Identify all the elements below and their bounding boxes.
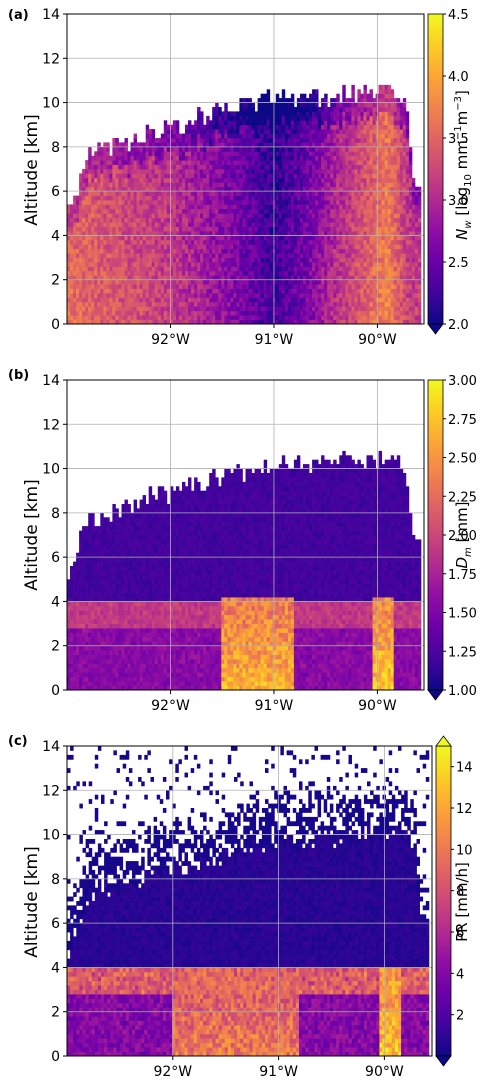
colorbar-tick-label: 1.50 [448, 607, 477, 622]
colorbar-tick-label: 2.00 [448, 529, 477, 544]
colorbar-tick-label: 3.5 [448, 132, 469, 147]
x-tick-label: 92°W [151, 332, 190, 348]
colorbar-tick-label: 1.75 [448, 568, 477, 583]
y-tick-label: 12 [42, 51, 60, 67]
y-tick-label: 6 [51, 916, 60, 932]
axes-frame [66, 379, 425, 691]
y-tick-label: 0 [51, 683, 60, 699]
colorbar-tick-label: 2 [456, 1009, 464, 1024]
y-tick-label: 8 [51, 140, 60, 156]
y-axis-label-a: Altitude [km] [22, 114, 42, 226]
panel-c: (c) Altitude [km] PR [mm/h] 0 2 4 6 8 10 12 14 9… [8, 734, 473, 1080]
y-tick-label: 4 [51, 228, 60, 244]
y-axis-label-b: Altitude [km] [22, 479, 42, 591]
colorbar-bar [435, 745, 452, 1057]
colorbar-tick-label: 3.0 [448, 194, 469, 209]
colorbar-label-b: Dm [mm] [453, 501, 474, 568]
y-tick-label: 10 [42, 828, 60, 844]
panel-label-c: (c) [8, 734, 28, 749]
y-tick-label: 8 [51, 506, 60, 522]
y-tick-label: 0 [51, 317, 60, 333]
y-tick-label: 14 [42, 739, 60, 755]
y-tick-label: 2 [51, 1005, 60, 1021]
x-tick-label: 90°W [365, 1064, 404, 1080]
plot-area [67, 450, 422, 690]
panel-a: (a) Altitude [km] Nw [log10 mm−1m−3] 0 2 4… [8, 7, 474, 348]
colorbar: 2 4 6 8 10 12 14 [435, 735, 473, 1067]
y-tick-label: 2 [51, 639, 60, 655]
y-tick-label: 14 [42, 7, 60, 23]
colorbar-tick-label: 4.0 [448, 70, 469, 85]
colorbar-tick-label: 2.50 [448, 452, 477, 467]
colorbar-tick-label: 12 [456, 802, 473, 817]
y-axis-label-c: Altitude [km] [22, 846, 42, 958]
y-tick-label: 8 [51, 872, 60, 888]
colorbar-tick-label: 6 [456, 926, 464, 941]
y-tick-label: 0 [51, 1049, 60, 1065]
y-tick-label: 4 [51, 960, 60, 976]
y-tick-label: 12 [42, 783, 60, 799]
axes-frame [66, 13, 425, 325]
x-tick-label: 90°W [358, 698, 397, 714]
plot-area [67, 84, 422, 324]
y-tick-label: 10 [42, 96, 60, 112]
x-tick-label: 91°W [255, 332, 294, 348]
y-tick-label: 2 [51, 273, 60, 289]
y-tick-label: 14 [42, 373, 60, 389]
colorbar-tick-label: 4.5 [448, 8, 469, 23]
y-tick-label: 12 [42, 417, 60, 433]
y-tick-label: 4 [51, 594, 60, 610]
colorbar-tick-label: 2.5 [448, 256, 469, 271]
colorbar-tick-label: 1.25 [448, 645, 477, 660]
panel-label-a: (a) [8, 8, 29, 23]
colorbar-tick-label: 2.0 [448, 318, 469, 333]
colorbar-bar [427, 13, 444, 325]
colorbar-label-a: Nw [log10 mm−1m−3] [453, 90, 474, 240]
y-tick-label: 6 [51, 550, 60, 566]
colorbar-extend-min [427, 689, 444, 701]
axes-frame [66, 745, 433, 1057]
colorbar-tick-label: 3.00 [448, 374, 477, 389]
x-tick-label: 92°W [151, 698, 190, 714]
colorbar-tick-label: 2.75 [448, 413, 477, 428]
colorbar-tick-label: 2.25 [448, 490, 477, 505]
colorbar-tick-label: 1.00 [448, 684, 477, 699]
colorbar: 2.0 2.5 3.0 3.5 4.0 4.5 [427, 8, 469, 335]
colorbar-extend-min [435, 1055, 452, 1067]
x-tick-label: 90°W [358, 332, 397, 348]
y-tick-label: 10 [42, 462, 60, 478]
colorbar-tick-label: 4 [456, 967, 464, 982]
colorbar-label-c: PR [mm/h] [453, 862, 471, 942]
plot-area [67, 746, 430, 1056]
colorbar-tick-label: 8 [456, 885, 464, 900]
colorbar-extend-min [427, 323, 444, 335]
panel-b: (b) Altitude [km] Dm [mm] 0 2 4 6 8 10 12 14 92°… [8, 368, 477, 714]
colorbar-tick-label: 10 [456, 843, 473, 858]
colorbar: 1.00 1.25 1.50 1.75 2.00 2.25 2.50 2.75 3.00 [427, 374, 477, 701]
x-tick-label: 91°W [255, 698, 294, 714]
y-tick-label: 6 [51, 184, 60, 200]
colorbar-extend-max [435, 735, 452, 747]
panel-label-b: (b) [8, 368, 29, 383]
x-tick-label: 91°W [259, 1064, 298, 1080]
x-tick-label: 92°W [153, 1064, 192, 1080]
colorbar-bar [427, 379, 444, 691]
colorbar-tick-label: 14 [456, 761, 473, 776]
